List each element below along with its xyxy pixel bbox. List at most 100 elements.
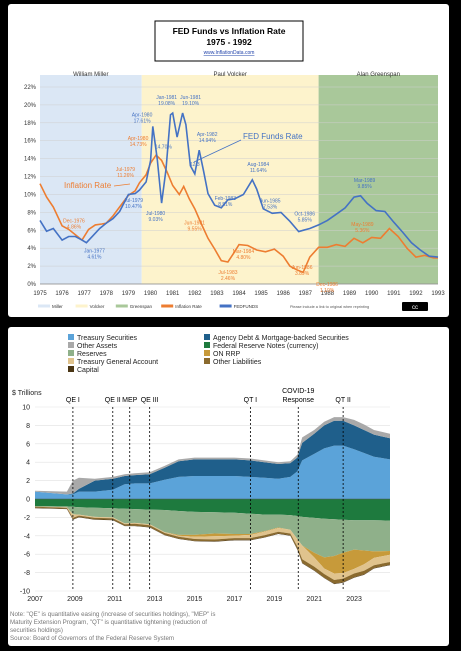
annotation-value: 19.08% <box>158 101 176 107</box>
annotation-date: Apr-1980 <box>132 112 153 118</box>
y-tick-label: 0% <box>27 282 36 288</box>
x-tick-label: 2009 <box>67 596 83 603</box>
event-label: Response <box>282 397 314 404</box>
annotation-value: 14.70% <box>155 144 173 150</box>
annotation-date: Apr-1980 <box>128 136 149 142</box>
y-tick-label: 0 <box>26 497 30 504</box>
area-treasury-securities <box>35 445 390 499</box>
legend-label: Reserves <box>77 351 107 358</box>
annotation-date: May-1989 <box>351 222 373 228</box>
y-tick-label: -10 <box>20 589 30 596</box>
title-box <box>154 20 304 62</box>
x-tick-label: 1982 <box>188 291 202 297</box>
era-label: William Miller <box>73 72 108 78</box>
annotation-date: Jul-1983 <box>218 270 237 276</box>
y-tick-label: 12% <box>24 175 37 181</box>
y-tick-label: 22% <box>24 85 37 91</box>
annotation-value: 9.85% <box>358 184 373 190</box>
annotation-value: 2.46% <box>221 276 236 282</box>
annotation-value: 14.94% <box>199 138 217 144</box>
x-tick-label: 1978 <box>100 291 114 297</box>
legend-label: ON RRP <box>213 351 241 358</box>
fed-balance-sheet-chart: Treasury Securities Agency Debt & Mortgag… <box>10 334 390 642</box>
y-tick-label: 16% <box>24 139 37 145</box>
fed-funds-line <box>39 111 439 258</box>
annotation-value: 11.64% <box>250 168 267 174</box>
fed-funds-vs-inflation-panel: William Miller Paul Volcker Alan Greenspan… <box>8 4 449 317</box>
legend-label: Capital <box>77 367 99 374</box>
inflation-rate-line <box>39 153 438 274</box>
fed-funds-inflation-chart: William Miller Paul Volcker Alan Greenspan… <box>24 20 445 311</box>
annotation-value: 8.51% <box>218 202 233 208</box>
annotation-value: 5.85% <box>298 218 313 224</box>
annotation-value: 4.86% <box>67 224 82 230</box>
y-tick-label: 8% <box>27 210 36 216</box>
annotation-date: Jul-1979 <box>124 198 143 204</box>
inflation-label-arrow <box>113 183 131 187</box>
area-federal-reserve-notes-currency- <box>35 499 390 521</box>
footnote-line: Note: "QE" is quantitative easing (incre… <box>10 611 216 618</box>
legend-swatch <box>68 358 74 364</box>
annotation-value: 9.03% <box>149 217 164 223</box>
x-tick-label: 1985 <box>254 291 268 297</box>
annotation-date: Dec-1986 <box>316 282 338 288</box>
legend-label: Treasury General Account <box>77 359 158 366</box>
x-tick-label: 1979 <box>122 291 136 297</box>
fed-funds-label: FED Funds Rate <box>243 132 303 141</box>
annotation-date: Jul-1979 <box>116 167 135 173</box>
annotation-date: Jun-1986 <box>292 265 313 271</box>
annotation-date: Apr-1982 <box>197 132 218 138</box>
x-tick-label: 2015 <box>187 596 203 603</box>
x-tick-label: 2007 <box>27 596 43 603</box>
annotation-value: 17.61% <box>134 118 152 124</box>
y-tick-label: 8 <box>26 423 30 430</box>
area-other-liabilities <box>35 506 390 584</box>
legend-label: Inflation Rate <box>175 304 202 309</box>
y-axis-title: $ Trillions <box>12 390 42 397</box>
annotation-value: 19.10% <box>182 101 200 107</box>
y-tick-label: 20% <box>24 103 37 109</box>
annotation-date: Feb-1983 <box>215 196 237 202</box>
annotation-value: 5.36% <box>355 228 370 234</box>
legend-swatch <box>204 334 210 340</box>
event-label: COVID-19 <box>282 388 314 395</box>
x-tick-label: 1976 <box>55 291 69 297</box>
annotation-date: Jan-1977 <box>84 249 105 255</box>
annotation-value: 3.89% <box>295 271 310 277</box>
legend-label: Agency Debt & Mortgage-backed Securities <box>213 335 349 342</box>
cc-badge-icon <box>402 302 428 311</box>
x-tick-label: 2011 <box>107 596 122 603</box>
legend-swatch <box>204 350 210 356</box>
area-reserves <box>35 506 390 558</box>
legend-label: Other Assets <box>77 343 118 350</box>
legend-swatch <box>68 350 74 356</box>
era-band <box>318 75 438 284</box>
x-tick-label: 1986 <box>277 291 291 297</box>
annotation-value: 9.55% <box>188 226 203 232</box>
y-tick-label: 2% <box>27 264 36 270</box>
x-tick-label: 1991 <box>387 291 401 297</box>
era-label: Alan Greenspan <box>357 72 400 78</box>
x-tick-label: 1993 <box>431 291 445 297</box>
y-tick-label: 10% <box>24 192 37 198</box>
legend-label: Volcker <box>90 304 105 309</box>
area-capital <box>35 507 390 585</box>
legend-swatch <box>204 342 210 348</box>
y-tick-label: 6 <box>26 441 30 448</box>
legend-label: Federal Reserve Notes (currency) <box>213 343 318 350</box>
cc-badge-text: cc <box>412 305 418 311</box>
fed-funds-label-arrow <box>193 139 242 163</box>
y-tick-label: 14% <box>24 157 37 163</box>
legend-label: Miller <box>52 304 63 309</box>
y-tick-label: 4 <box>26 460 30 467</box>
footer-note: Please include a link to original when r… <box>290 305 369 309</box>
y-tick-label: -6 <box>24 552 30 559</box>
annotation-date: Mar-1989 <box>354 178 376 184</box>
y-tick-label: 10 <box>22 405 30 412</box>
annotation-date: Dec-1976 <box>63 218 85 224</box>
annotation-date: Jun-1985 <box>260 199 281 205</box>
annotation-date: Mar-1984 <box>233 249 255 255</box>
x-tick-label: 1983 <box>210 291 224 297</box>
fed-balance-sheet-panel: Treasury Securities Agency Debt & Mortgag… <box>8 327 449 646</box>
area-agency-debt-mortgage-backed-securities <box>35 420 390 495</box>
